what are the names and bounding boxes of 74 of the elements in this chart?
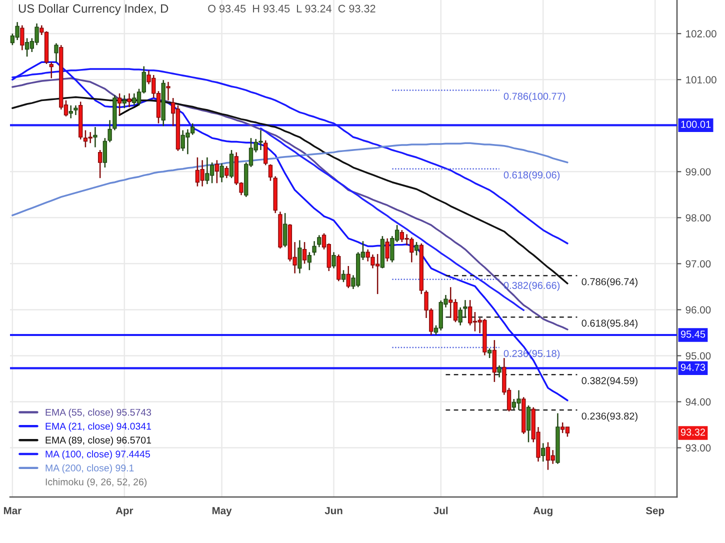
candlestick bbox=[74, 104, 78, 116]
legend-label: MA (200, close) 99.1 bbox=[46, 464, 134, 474]
candlestick bbox=[20, 24, 24, 51]
x-tick-label: Jun bbox=[324, 507, 342, 514]
candlestick bbox=[49, 62, 54, 79]
text: 93.32 bbox=[680, 428, 705, 436]
line-series bbox=[12, 142, 568, 216]
series-label: 0.618(95.84) bbox=[582, 319, 638, 329]
x-tick-label: May bbox=[212, 507, 232, 516]
candlestick bbox=[298, 240, 302, 274]
candlestick bbox=[463, 299, 468, 319]
candlestick bbox=[492, 339, 497, 383]
series-label: 0.618(99.06) bbox=[504, 171, 560, 180]
candlestick bbox=[108, 119, 112, 143]
candlestick bbox=[307, 252, 312, 271]
candlestick bbox=[414, 241, 419, 256]
chart-title: US Dollar Currency Index, D bbox=[18, 4, 168, 16]
candlestick bbox=[526, 404, 531, 443]
candlestick bbox=[332, 252, 336, 269]
y-tick-label: 94.00 bbox=[686, 398, 711, 406]
y-tick-label: 97.00 bbox=[686, 260, 711, 268]
candlestick bbox=[487, 348, 492, 359]
candlestick bbox=[93, 126, 98, 148]
candlestick bbox=[54, 42, 58, 63]
candlestick bbox=[264, 140, 268, 166]
ref-line-label: 100.01 bbox=[681, 120, 711, 128]
y-tick-label: 101.00 bbox=[686, 76, 716, 84]
y-tick-label: 102.00 bbox=[686, 30, 716, 38]
y-tick-label: 96.00 bbox=[686, 306, 711, 314]
legend-label: EMA (55, close) 95.5743 bbox=[46, 408, 152, 418]
ref-line-label: 95.45 bbox=[680, 330, 706, 338]
candlestick bbox=[102, 137, 108, 168]
x-tick-label: Sep bbox=[646, 506, 664, 516]
series-label: 0.786(100.77) bbox=[504, 92, 566, 102]
candlestick bbox=[224, 166, 229, 179]
candlestick bbox=[302, 241, 307, 264]
chart-subtitle: O 93.45 H 93.45 L 93.24 C 93.32 bbox=[208, 4, 376, 12]
candlestick bbox=[317, 234, 322, 248]
candlestick bbox=[341, 270, 346, 283]
candlestick bbox=[166, 81, 170, 101]
annotation: Ichimoku (9, 26, 52, 26) bbox=[46, 478, 147, 488]
candlestick bbox=[127, 92, 132, 108]
candlestick bbox=[346, 265, 350, 289]
candlestick bbox=[336, 254, 341, 282]
candlestick bbox=[214, 160, 220, 184]
candlestick bbox=[282, 212, 288, 248]
candlestick bbox=[68, 104, 73, 119]
x-tick-label: Aug bbox=[533, 507, 552, 516]
legend-label: EMA (89, close) 96.5701 bbox=[46, 436, 151, 446]
candlestick bbox=[541, 442, 546, 462]
series-label: 0.786(96.74) bbox=[582, 278, 638, 288]
candlestick bbox=[312, 240, 316, 256]
line-series bbox=[12, 77, 568, 330]
candlestick bbox=[122, 94, 126, 109]
ref-line-label: 94.73 bbox=[680, 364, 706, 371]
x-tick-label: Jul bbox=[434, 506, 448, 514]
legend-label: EMA (21, close) 94.0341 bbox=[46, 422, 151, 432]
y-tick-label: 95.00 bbox=[686, 352, 711, 360]
y-tick-label: 98.00 bbox=[686, 214, 711, 222]
series-label: 0.382(94.59) bbox=[582, 376, 638, 386]
candlestick bbox=[117, 92, 122, 116]
candlestick bbox=[385, 238, 390, 262]
candlestick bbox=[98, 149, 102, 179]
x-tick-label: Mar bbox=[4, 507, 22, 514]
candlestick bbox=[268, 164, 273, 182]
candlestick bbox=[220, 162, 224, 183]
candlestick bbox=[497, 364, 502, 378]
candlestick bbox=[229, 149, 234, 179]
y-tick-label: 99.00 bbox=[686, 168, 711, 176]
y-tick-label: 93.00 bbox=[686, 444, 711, 452]
legend-label: MA (100, close) 97.4445 bbox=[46, 450, 150, 460]
x-tick-label: Apr bbox=[116, 507, 134, 516]
series-label: 0.236(93.82) bbox=[582, 412, 638, 422]
candlestick bbox=[458, 306, 462, 326]
